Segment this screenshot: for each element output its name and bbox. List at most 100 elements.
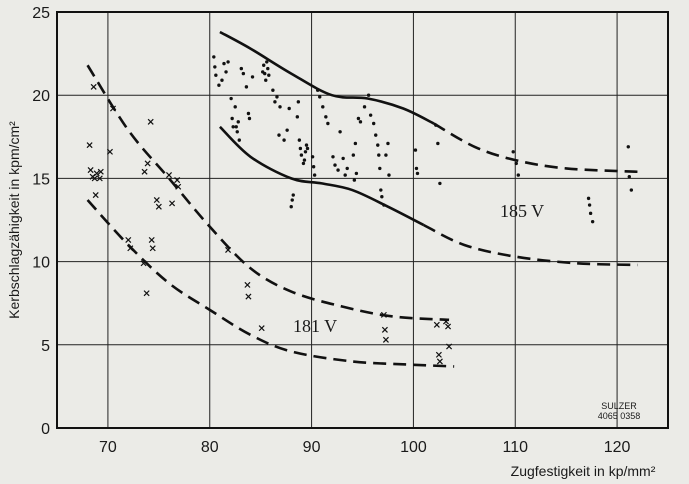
point-x-21 — [155, 203, 162, 210]
point-dot-36 — [287, 106, 291, 111]
point-dot-99 — [627, 175, 632, 179]
point-x-8 — [97, 168, 104, 175]
point-dot-74 — [372, 121, 376, 126]
point-dot-78 — [378, 166, 382, 171]
point-x-9 — [106, 148, 113, 155]
point-dot-50 — [310, 155, 315, 159]
point-x-4 — [93, 170, 100, 177]
point-dot-56 — [324, 115, 328, 119]
point-dot-70 — [358, 120, 363, 124]
point-x-5 — [91, 175, 98, 182]
point-dot-39 — [291, 193, 295, 197]
point-dot-12 — [234, 125, 238, 129]
point-dot-60 — [336, 168, 340, 172]
point-dot-73 — [368, 113, 373, 117]
y-tick-20: 20 — [32, 88, 50, 105]
point-x-23 — [169, 200, 176, 207]
point-dot-1 — [213, 65, 217, 69]
point-x-30 — [380, 311, 387, 318]
point-dot-85 — [413, 148, 418, 152]
grid — [57, 11, 668, 429]
point-dot-29 — [271, 88, 275, 92]
curve-3-dashed — [423, 223, 638, 267]
point-dot-40 — [295, 115, 300, 119]
x-tick-labels: 70 80 90 100 110 120 — [99, 439, 631, 456]
point-dot-67 — [351, 153, 356, 157]
point-x-38 — [446, 343, 453, 350]
point-dot-82 — [384, 153, 388, 157]
y-tick-25: 25 — [32, 5, 50, 22]
point-dot-86 — [414, 166, 419, 171]
annotation-185v: 185 V — [500, 201, 544, 221]
point-x-24 — [174, 177, 181, 184]
point-dot-25 — [264, 78, 268, 82]
point-dot-93 — [516, 173, 521, 177]
point-x-27 — [244, 281, 251, 288]
point-dot-34 — [282, 138, 286, 142]
point-dot-59 — [333, 163, 337, 167]
point-x-17 — [141, 168, 148, 175]
point-dot-42 — [297, 138, 302, 142]
point-dot-49 — [305, 146, 310, 151]
curve-5-dashed — [86, 199, 455, 368]
point-dot-15 — [237, 138, 241, 142]
point-x-26 — [225, 246, 232, 253]
point-dot-52 — [312, 173, 317, 177]
point-dot-94 — [586, 196, 591, 201]
point-dot-41 — [296, 100, 301, 104]
point-dot-13 — [235, 130, 239, 134]
annotation-181v: 181 V — [293, 316, 337, 336]
point-dot-54 — [318, 95, 322, 99]
x-tick-80: 80 — [201, 439, 219, 456]
curve-1-dashed — [433, 122, 638, 174]
point-dot-5 — [222, 61, 226, 66]
point-dot-76 — [376, 143, 380, 147]
point-dot-79 — [379, 188, 383, 192]
point-dot-96 — [588, 211, 593, 216]
point-dot-97 — [590, 219, 595, 224]
point-dot-17 — [241, 71, 246, 76]
y-tick-15: 15 — [32, 171, 50, 188]
point-dot-92 — [514, 161, 518, 166]
point-x-36 — [442, 318, 450, 325]
point-dot-4 — [220, 78, 224, 82]
point-x-20 — [153, 197, 160, 204]
point-x-33 — [433, 321, 440, 328]
point-x-12 — [127, 245, 134, 252]
point-x-28 — [245, 293, 252, 300]
point-dot-51 — [311, 165, 316, 169]
point-dot-90 — [438, 181, 442, 186]
point-dot-98 — [626, 145, 630, 149]
point-dot-9 — [230, 116, 234, 121]
x-tick-110: 110 — [502, 439, 528, 456]
point-x-35 — [436, 358, 443, 365]
point-x-1 — [90, 83, 97, 90]
point-dot-11 — [233, 105, 237, 109]
point-dot-45 — [301, 161, 306, 166]
point-dot-91 — [511, 150, 515, 154]
point-x-13 — [140, 260, 147, 267]
point-dot-65 — [352, 178, 357, 182]
point-dot-83 — [386, 141, 390, 146]
point-dot-95 — [587, 203, 592, 207]
point-x-7 — [96, 175, 103, 182]
point-dot-66 — [354, 171, 359, 176]
x-tick-100: 100 — [400, 439, 427, 456]
point-dot-8 — [229, 96, 233, 101]
y-tick-labels: 0 5 10 15 20 25 — [32, 5, 50, 438]
point-dot-72 — [366, 93, 371, 97]
point-dot-27 — [266, 66, 270, 71]
point-dot-6 — [224, 70, 228, 74]
point-dot-20 — [247, 116, 252, 121]
x-axis-label: Zugfestigkeit in kp/mm² — [511, 463, 656, 479]
point-dot-21 — [250, 75, 255, 79]
point-dot-71 — [362, 105, 367, 109]
x-tick-70: 70 — [99, 439, 117, 456]
point-dot-64 — [345, 166, 349, 171]
point-dot-23 — [262, 63, 266, 67]
point-dot-58 — [331, 155, 335, 159]
point-x-18 — [148, 236, 155, 243]
point-dot-69 — [356, 116, 361, 121]
point-x-11 — [125, 236, 132, 243]
point-dot-24 — [263, 71, 267, 76]
